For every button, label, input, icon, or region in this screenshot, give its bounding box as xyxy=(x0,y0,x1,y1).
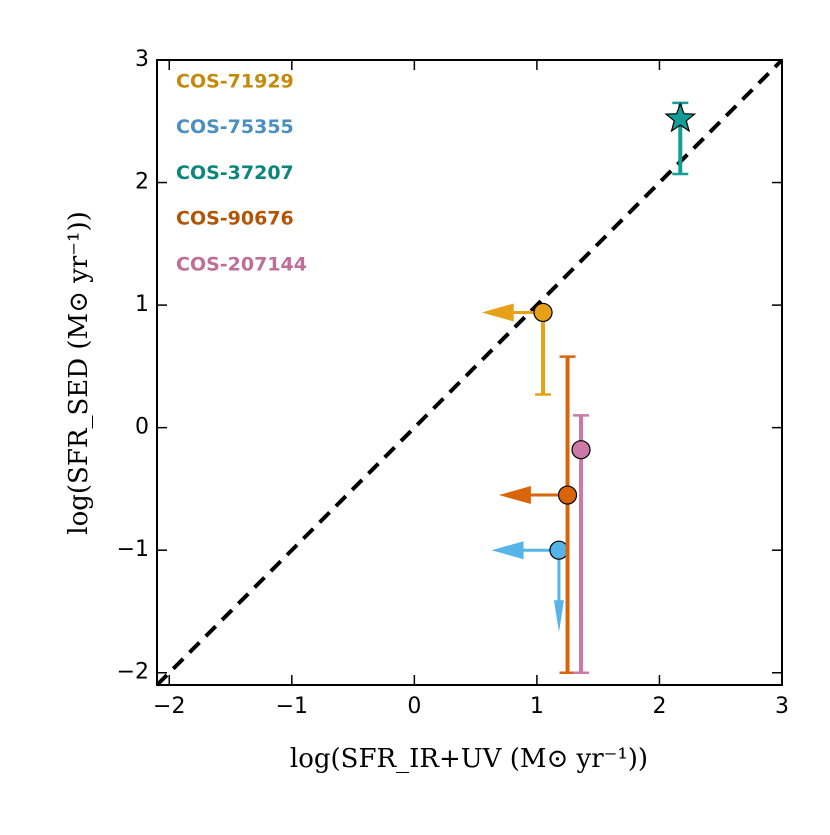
y-tick-label: −2 xyxy=(117,660,149,685)
x-tick-label: 3 xyxy=(775,694,789,719)
y-tick-label: 3 xyxy=(135,47,149,72)
arrow-head xyxy=(481,303,514,322)
y-tick-label: −1 xyxy=(117,537,149,562)
plot-frame xyxy=(156,59,783,686)
legend-label: COS-37207 xyxy=(176,162,294,184)
x-tick-label: 0 xyxy=(407,694,421,719)
y-tick-label: 1 xyxy=(135,292,149,317)
x-tick-label: 2 xyxy=(652,694,666,719)
arrow-head xyxy=(491,541,524,560)
point xyxy=(533,302,553,323)
y-tick-label: 0 xyxy=(135,415,149,440)
x-tick-label: 1 xyxy=(530,694,544,719)
legend-label: COS-71929 xyxy=(176,71,294,93)
point xyxy=(571,440,591,460)
arrow-head xyxy=(498,486,531,505)
x-axis-label: log(SFR_IR+UV (M⊙ yr⁻¹)) xyxy=(290,744,648,774)
y-axis-label: log(SFR_SED (M⊙ yr⁻¹)) xyxy=(64,211,94,534)
legend-label: COS-90676 xyxy=(176,208,294,230)
point xyxy=(549,540,569,560)
x-tick-label: −1 xyxy=(276,694,308,719)
arrow-head xyxy=(553,600,564,633)
legend-label: COS-207144 xyxy=(176,253,307,275)
y-tick-label: 2 xyxy=(135,170,149,195)
one-to-one-line xyxy=(155,58,784,687)
legend-label: COS-75355 xyxy=(176,116,294,138)
point xyxy=(557,485,578,505)
x-tick-label: −2 xyxy=(153,694,185,719)
point xyxy=(664,102,697,133)
